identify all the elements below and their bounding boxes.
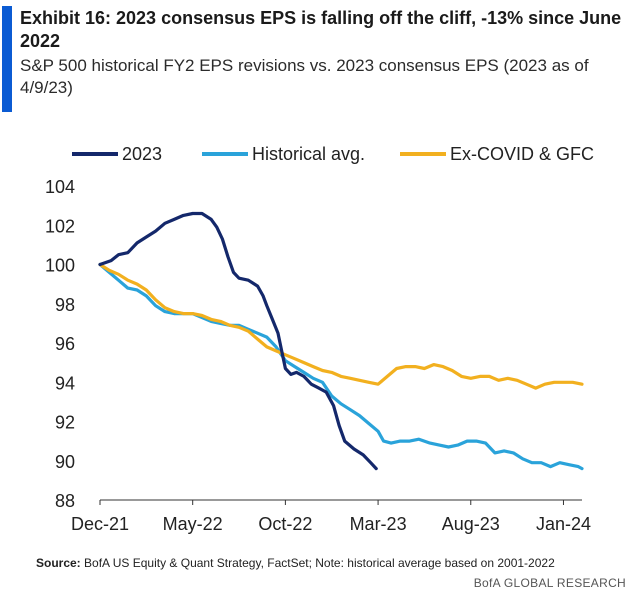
legend-label: 2023 (122, 144, 162, 164)
brand-footer: BofA GLOBAL RESEARCH (473, 576, 626, 590)
source-note: Source: BofA US Equity & Quant Strategy,… (36, 556, 555, 570)
x-tick-label: Aug-23 (442, 514, 500, 534)
y-tick-label: 88 (55, 491, 75, 511)
title-accent-bar (2, 6, 12, 112)
eps-revisions-line-chart: 2023 Historical avg. Ex-COVID & GFC 88 90 92… (45, 144, 594, 534)
series-line-historical-avg (98, 262, 584, 471)
x-tick-label: Dec-21 (71, 514, 129, 534)
x-axis: Dec-21 May-22 Oct-22 Mar-23 Aug-23 Jan-24 (71, 499, 591, 534)
x-tick-label: Oct-22 (258, 514, 312, 534)
y-tick-label: 104 (45, 177, 75, 197)
y-tick-label: 102 (45, 216, 75, 236)
y-tick-label: 100 (45, 256, 75, 276)
series-lines (98, 211, 584, 471)
x-tick-label: Mar-23 (350, 514, 407, 534)
y-tick-label: 94 (55, 373, 75, 393)
y-axis: 88 90 92 94 96 98 100 102 104 (45, 177, 75, 511)
source-text: BofA US Equity & Quant Strategy, FactSet… (84, 556, 555, 570)
y-tick-label: 96 (55, 334, 75, 354)
series-line-ex-covid-gfc (98, 262, 584, 390)
x-tick-label: Jan-24 (536, 514, 591, 534)
series-line-2023 (98, 211, 378, 471)
y-tick-label: 90 (55, 452, 75, 472)
chart-title: Exhibit 16: 2023 consensus EPS is fallin… (20, 8, 622, 51)
legend-label: Ex-COVID & GFC (450, 144, 594, 164)
legend-label: Historical avg. (252, 144, 365, 164)
x-tick-label: May-22 (163, 514, 223, 534)
y-tick-label: 92 (55, 413, 75, 433)
source-label: Source: (36, 556, 81, 570)
legend: 2023 Historical avg. Ex-COVID & GFC (72, 144, 594, 164)
y-tick-label: 98 (55, 295, 75, 315)
chart-subtitle: S&P 500 historical FY2 EPS revisions vs.… (20, 56, 589, 97)
